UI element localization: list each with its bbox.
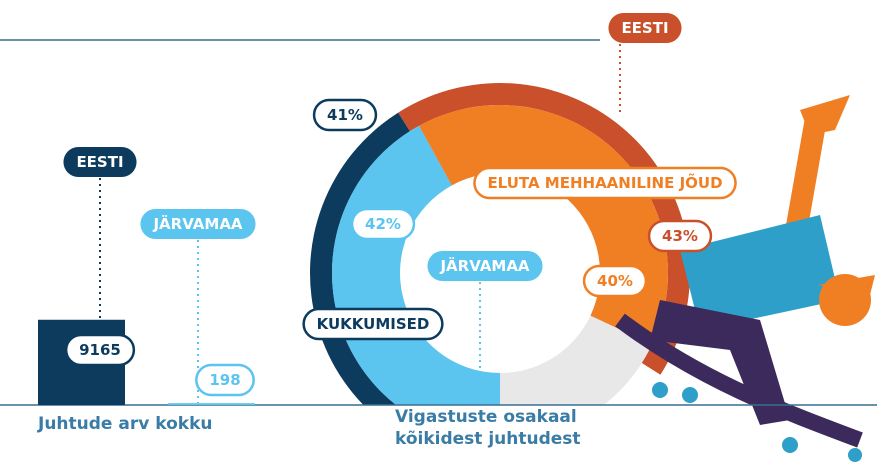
- value-label: 198: [209, 371, 240, 389]
- value-label: 43%: [662, 227, 698, 245]
- value-label: 40%: [597, 272, 633, 290]
- chart-title: Juhtude arv kokku: [38, 413, 212, 435]
- category-label: JÄRVAMAA: [152, 214, 242, 233]
- bar: [168, 403, 255, 405]
- category-label: EESTI: [76, 153, 123, 171]
- value-label: 41%: [327, 106, 363, 124]
- legend-label: EESTI: [621, 19, 668, 37]
- chart-title: Vigastuste osakaal kõikidest juhtudest: [395, 406, 635, 450]
- infographic: EESTI 9165 JÄRVAMAA 198 EESTI JÄRVAMAA 41% 43% 4…: [0, 0, 877, 462]
- value-label: 42%: [365, 215, 401, 233]
- legend-label: JÄRVAMAA: [439, 256, 529, 275]
- category-label: ELUTA MEHHAANILINE JÕUD: [487, 173, 722, 192]
- category-label: KUKKUMISED: [317, 315, 430, 333]
- chart: EESTI 9165 JÄRVAMAA 198 EESTI JÄRVAMAA 41% 43% 4…: [0, 0, 877, 462]
- value-label: 9165: [79, 341, 121, 359]
